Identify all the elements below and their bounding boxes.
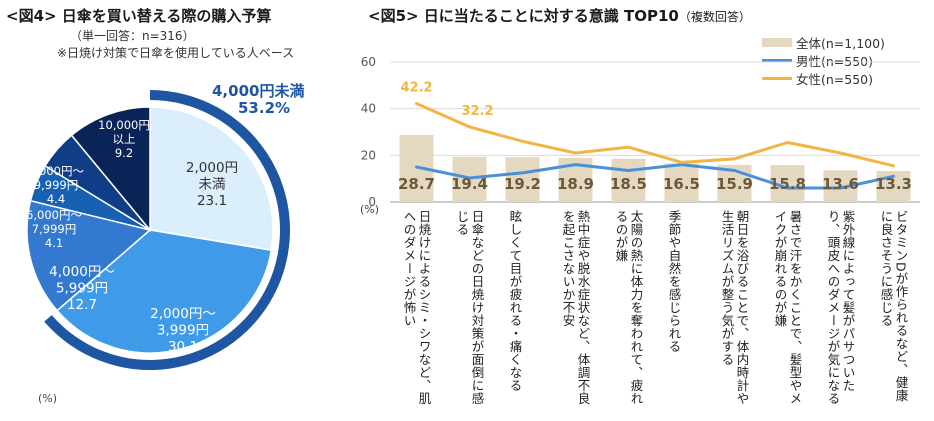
fig5-unit-label: (%) bbox=[360, 203, 380, 216]
y-tick-label: 40 bbox=[361, 102, 376, 116]
legend-swatch-female bbox=[762, 77, 792, 80]
bar-value-label: 18.9 bbox=[557, 175, 594, 193]
pie-slice-label: 4,000円～ 5,999円 12.7 bbox=[49, 264, 115, 313]
pie-slice bbox=[70, 106, 151, 233]
x-tick-label: 太陽の熱に体力を奪われて、疲れるのが嫌 bbox=[613, 210, 644, 405]
fig5-title: <図5> 日に当たることに対する意識 TOP10（複数回答） bbox=[368, 5, 751, 26]
pie-callout-arc bbox=[44, 90, 290, 371]
bar-value-label: 19.2 bbox=[504, 175, 541, 193]
fig4-unit-label: (%) bbox=[38, 392, 58, 405]
legend-item-overall: 全体(n=1,100) bbox=[762, 33, 885, 52]
y-tick-label: 60 bbox=[361, 55, 376, 69]
x-tick-label: 日傘などの日焼け対策が面倒に感じる bbox=[454, 210, 485, 405]
pie-slice bbox=[55, 229, 273, 354]
x-tick-label: 日焼けによるシミ・シワなど、肌へのダメージが怖い bbox=[401, 210, 432, 405]
pie-callout-label: 4,000円未満 bbox=[212, 82, 305, 100]
pie-callout-value: 53.2% bbox=[238, 99, 291, 117]
fig4-sample-note: （単一回答：n=316） bbox=[70, 29, 195, 43]
line-female bbox=[415, 102, 895, 168]
bar-value-label: 19.4 bbox=[451, 175, 488, 193]
legend-label-female: 女性(n=550) bbox=[796, 72, 874, 87]
legend-label-overall: 全体(n=1,100) bbox=[796, 36, 885, 51]
pie-slice bbox=[149, 106, 274, 252]
fig4-title: <図4> 日傘を買い替える際の購入予算 bbox=[6, 7, 272, 25]
pie-slice-label: 10,000円以上 9.2 bbox=[98, 118, 150, 160]
female-point-label: 32.2 bbox=[461, 104, 493, 119]
fig5-title-main: <図5> 日に当たることに対する意識 TOP10 bbox=[368, 7, 679, 25]
fig5-title-sub: （複数回答） bbox=[678, 10, 751, 24]
pie-slice-label: 2,000円未満 23.1 bbox=[186, 160, 238, 209]
bar-value-label: 15.9 bbox=[716, 175, 753, 193]
pie-chart: 2,000円未満 23.1 2,000円～ 3,999円 30.1 4,000円～ 5,99… bbox=[26, 90, 290, 371]
x-tick-label: 朝日を浴びることで、体内時計や生活リズムが整う気がする bbox=[719, 210, 750, 405]
pie-slice-label: 8,000円～ 9,999円 4.4 bbox=[28, 164, 84, 206]
bar-value-label: 28.7 bbox=[398, 175, 435, 193]
y-tick-label: 20 bbox=[361, 148, 376, 162]
x-tick-label: 熱中症や脱水症状など、体調不良を起こさないか不安 bbox=[560, 210, 591, 405]
x-tick-label: 季節や自然を感じられる bbox=[666, 210, 682, 353]
pie-slice-label: 6,000円～ 7,999円 4.1 bbox=[26, 208, 82, 250]
pie-slice bbox=[26, 199, 152, 312]
legend-swatch-male bbox=[762, 59, 792, 62]
legend-item-female: 女性(n=550) bbox=[762, 69, 873, 88]
bar-value-label: 13.6 bbox=[822, 175, 859, 193]
bar-value-label: 18.5 bbox=[610, 175, 647, 193]
bar-overall bbox=[505, 157, 540, 202]
y-tick-label: 0 bbox=[368, 195, 376, 209]
x-tick-label: 眩しくて目が疲れる・痛くなる bbox=[507, 210, 523, 392]
bar-overall bbox=[664, 163, 699, 202]
x-tick-label: 紫外線によって髪がパサついたり、頭皮へのダメージが気になる bbox=[825, 210, 856, 405]
legend-swatch-overall bbox=[762, 38, 792, 47]
female-point-label: 42.2 bbox=[400, 81, 432, 96]
bar-value-label: 15.8 bbox=[769, 175, 806, 193]
fig4-base-note: ※日焼け対策で日傘を使用している人ベース bbox=[57, 46, 295, 60]
bar-value-label: 16.5 bbox=[663, 175, 700, 193]
line-male bbox=[415, 163, 895, 190]
x-tick-label: 暑さで汗をかくことで、髪型やメイクが崩れるのが嫌 bbox=[772, 210, 803, 405]
pie-slice-label: 2,000円～ 3,999円 30.1 bbox=[150, 306, 216, 355]
x-tick-label: ビタミンDが作られるなど、健康に良さそうに感じる bbox=[878, 210, 909, 403]
bar-value-label: 13.3 bbox=[875, 175, 912, 193]
bar-overall bbox=[611, 158, 646, 202]
